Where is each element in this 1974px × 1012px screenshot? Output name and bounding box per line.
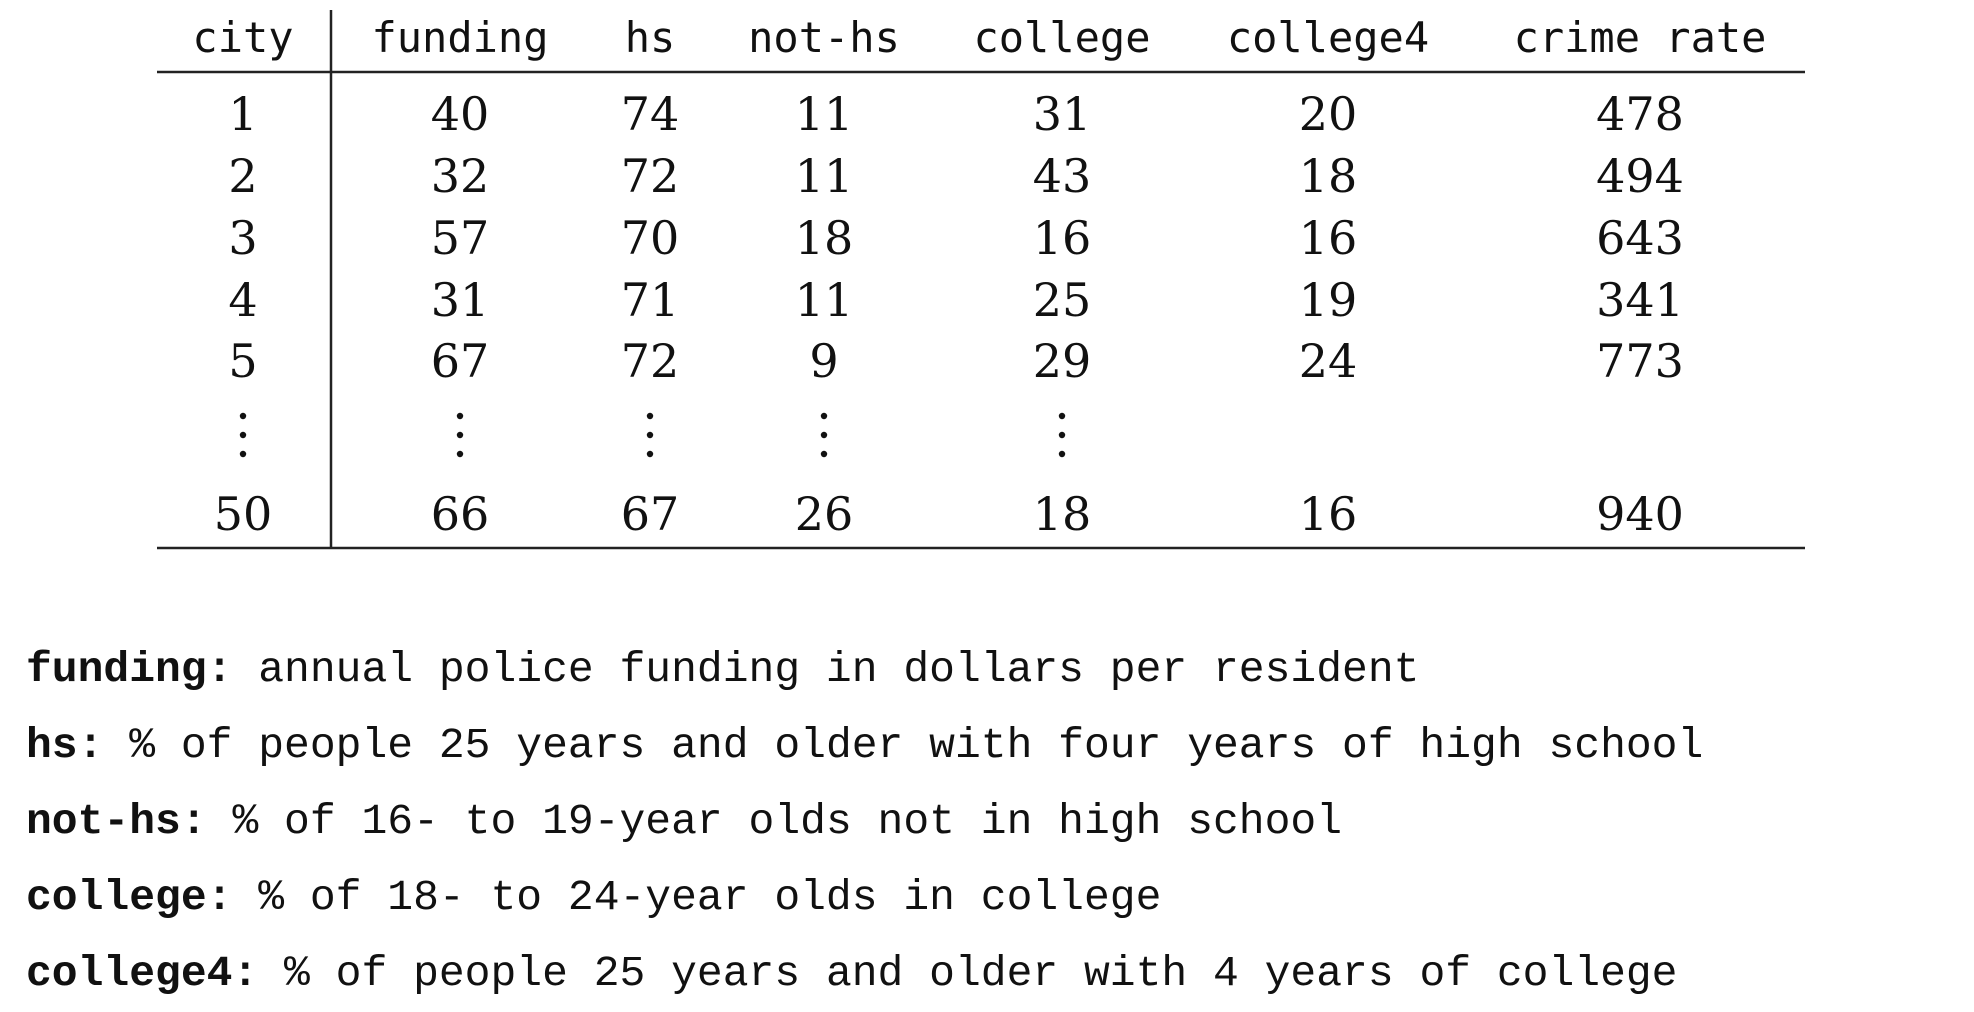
table-cell: 18: [795, 211, 854, 265]
table-cell: 67: [621, 487, 680, 541]
table-cell: 43: [1033, 149, 1092, 203]
data-table: city funding hs not-hs college college4 crime …: [157, 10, 1805, 550]
table-cell: 25: [1033, 273, 1092, 327]
definition-text: annual police funding in dollars per res…: [232, 645, 1420, 694]
column-header: city: [192, 13, 293, 62]
ellipsis-dot: [646, 450, 654, 458]
ellipsis-dot: [456, 431, 464, 439]
table-cell: 3: [228, 211, 257, 265]
table-cell: 24: [1299, 334, 1358, 388]
definition-term: college:: [26, 873, 233, 922]
table-cell: 4: [228, 273, 257, 327]
table-cell: 11: [795, 273, 854, 327]
table-cell: 643: [1596, 211, 1684, 265]
ellipsis-dot: [646, 412, 654, 420]
ellipsis-dot: [239, 431, 247, 439]
table-cell: 2: [228, 149, 257, 203]
table-cell: 16: [1299, 487, 1358, 541]
table-cell: 494: [1596, 149, 1684, 203]
column-header: college4: [1227, 13, 1429, 62]
ellipsis-dot: [456, 450, 464, 458]
ellipsis-dot: [1058, 450, 1066, 458]
ellipsis-dot: [1058, 431, 1066, 439]
definition-college: college: % of 18- to 24-year olds in col…: [26, 860, 1966, 936]
definition-hs: hs: % of people 25 years and older with …: [26, 708, 1966, 784]
table-cell: 1: [228, 87, 257, 141]
ellipsis-dot: [1058, 412, 1066, 420]
table-cell: 29: [1033, 334, 1092, 388]
column-header: crime rate: [1514, 13, 1767, 62]
ellipsis-dot: [239, 412, 247, 420]
table-cell: 31: [431, 273, 490, 327]
table-cell: 16: [1033, 211, 1092, 265]
definition-term: hs:: [26, 721, 104, 770]
table-cell: 50: [214, 487, 273, 541]
definition-text: % of 16- to 19-year olds not in high sch…: [206, 797, 1343, 846]
table-cell: 32: [431, 149, 490, 203]
table-cell: 72: [621, 149, 680, 203]
table-cell: 71: [621, 273, 680, 327]
definition-text: % of people 25 years and older with four…: [103, 721, 1704, 770]
table-cell: 19: [1299, 273, 1358, 327]
column-header: funding: [371, 13, 548, 62]
definition-term: college4:: [26, 949, 259, 998]
table-cell: 72: [621, 334, 680, 388]
table-cell: 26: [795, 487, 854, 541]
table-cell: 20: [1299, 87, 1358, 141]
table-cell: 70: [621, 211, 680, 265]
table-cell: 67: [431, 334, 490, 388]
definition-term: funding:: [26, 645, 233, 694]
table-cell: 16: [1299, 211, 1358, 265]
column-header: not-hs: [748, 13, 900, 62]
definition-not-hs: not-hs: % of 16- to 19-year olds not in …: [26, 784, 1966, 860]
table-cell: 773: [1596, 334, 1684, 388]
table-cell: 31: [1033, 87, 1092, 141]
definition-term: not-hs:: [26, 797, 207, 846]
table-cell: 40: [431, 87, 490, 141]
ellipsis-dot: [820, 431, 828, 439]
table-cell: 18: [1299, 149, 1358, 203]
column-header: hs: [625, 13, 676, 62]
table-cell: 478: [1596, 87, 1684, 141]
table-cell: 341: [1596, 273, 1684, 327]
variable-definitions: funding: annual police funding in dollar…: [26, 632, 1966, 1012]
table-cell: 9: [809, 334, 838, 388]
table-cell: 5: [228, 334, 257, 388]
ellipsis-dot: [820, 412, 828, 420]
ellipsis-dot: [456, 412, 464, 420]
definition-text: % of people 25 years and older with 4 ye…: [258, 949, 1678, 998]
ellipsis-dot: [239, 450, 247, 458]
table-cell: 11: [795, 87, 854, 141]
definition-funding: funding: annual police funding in dollar…: [26, 632, 1966, 708]
definition-college4: college4: % of people 25 years and older…: [26, 936, 1966, 1012]
ellipsis-dot: [646, 431, 654, 439]
table-cell: 940: [1596, 487, 1684, 541]
table-cell: 11: [795, 149, 854, 203]
column-header: college: [973, 13, 1150, 62]
table-cell: 74: [621, 87, 680, 141]
table-cell: 18: [1033, 487, 1092, 541]
table-cell: 66: [431, 487, 490, 541]
ellipsis-dot: [820, 450, 828, 458]
definition-text: % of 18- to 24-year olds in college: [232, 873, 1162, 922]
table-cell: 57: [431, 211, 490, 265]
